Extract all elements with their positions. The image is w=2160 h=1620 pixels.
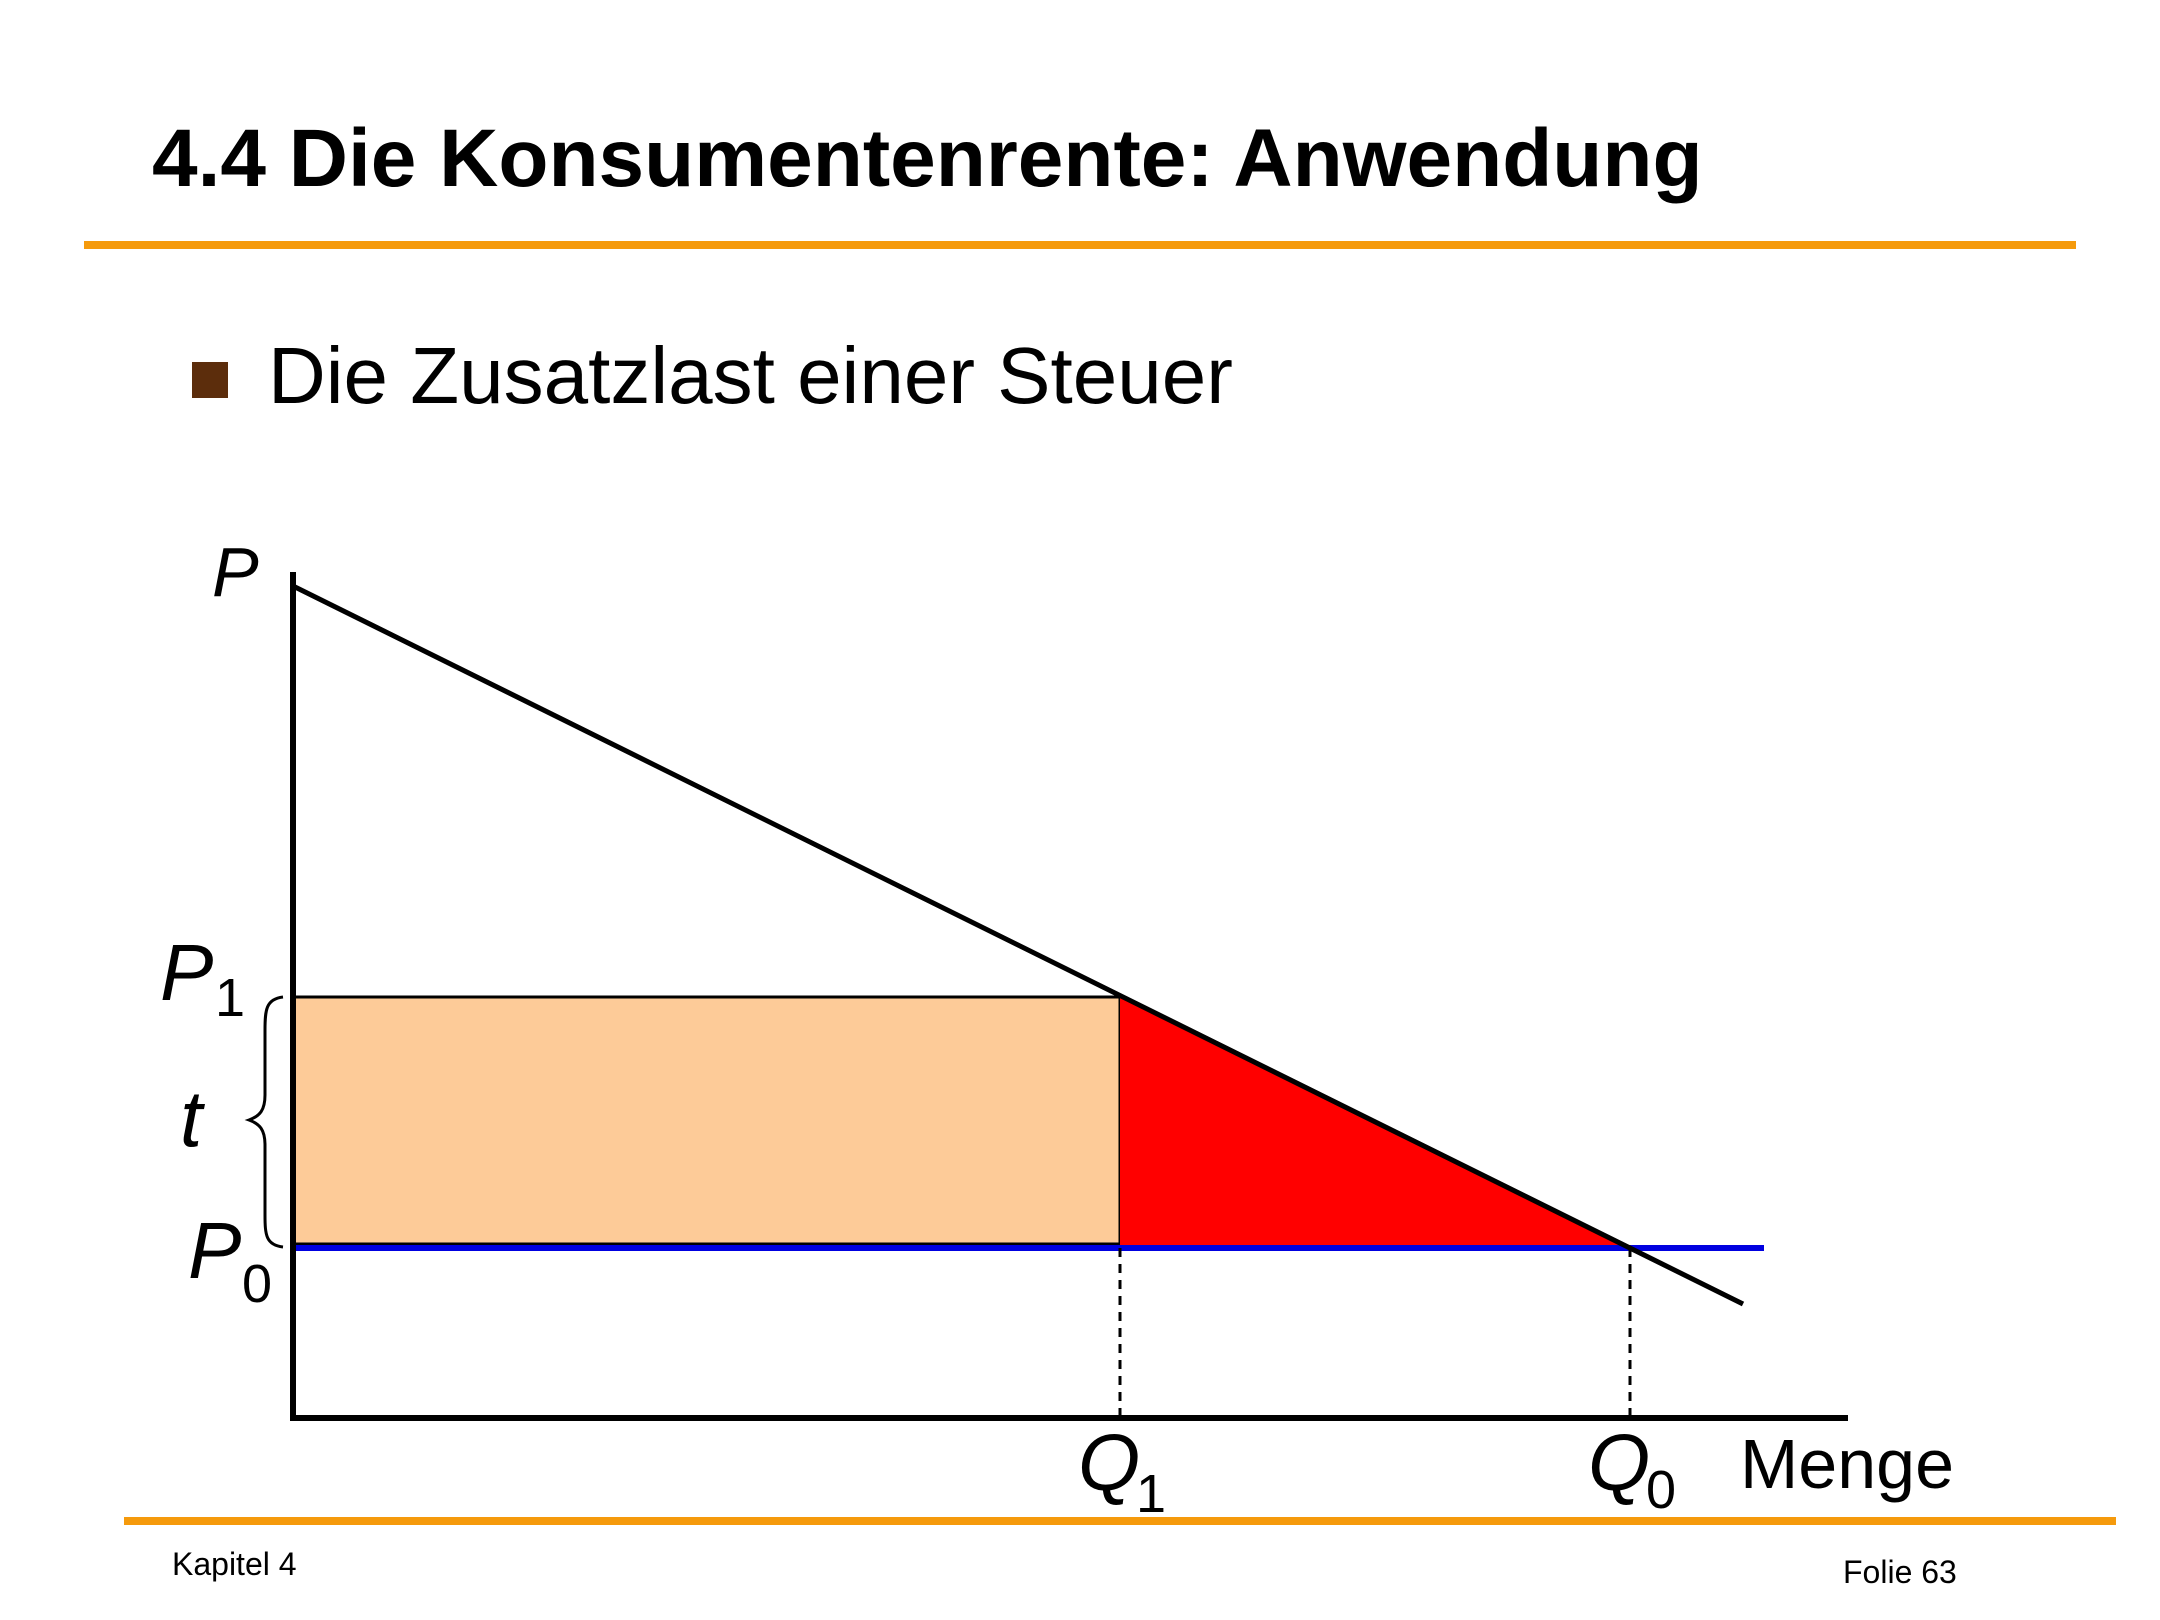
q1-subscript: 1	[1136, 1464, 1166, 1524]
footer-divider	[124, 1517, 2116, 1525]
square-bullet-icon	[192, 362, 228, 398]
demand-curve	[291, 583, 1745, 1307]
slide-title: 4.4 Die Konsumentenrente: Anwendung	[152, 113, 1703, 204]
p0-subscript: 0	[242, 1254, 272, 1314]
p0-label: P	[188, 1206, 241, 1295]
x-axis-label: Menge	[1740, 1425, 1954, 1503]
q0-subscript: 0	[1646, 1460, 1676, 1520]
q1-label: Q	[1078, 1418, 1140, 1507]
p1-subscript: 1	[215, 968, 245, 1028]
footer-chapter: Kapitel 4	[172, 1546, 297, 1582]
footer-slide-number: Folie 63	[1843, 1554, 1957, 1590]
p1-label: P	[160, 928, 213, 1017]
tax-brace	[244, 995, 284, 1249]
q0-label: Q	[1588, 1418, 1650, 1507]
title-divider	[84, 241, 2076, 249]
tax-label: t	[180, 1074, 205, 1163]
tax-revenue-area	[291, 995, 1122, 1246]
y-axis-label: P	[212, 533, 259, 611]
bullet-text: Die Zusatzlast einer Steuer	[268, 331, 1233, 420]
